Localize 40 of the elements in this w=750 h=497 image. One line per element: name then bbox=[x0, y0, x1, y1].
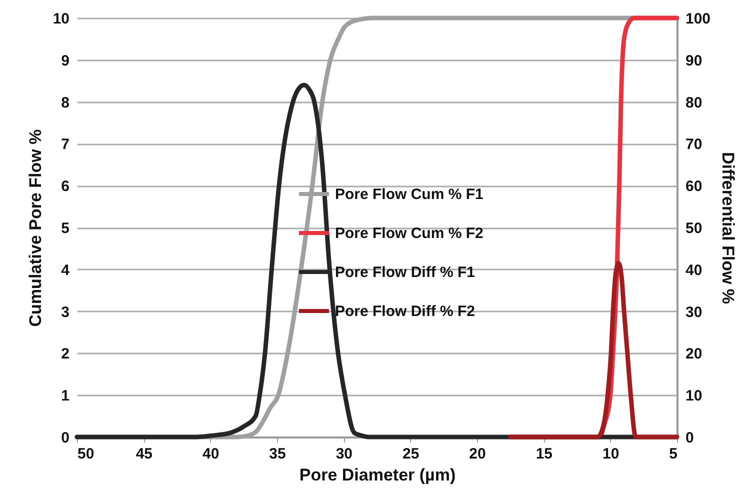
y-tick-label: 10 bbox=[52, 10, 70, 28]
legend-label: Pore Flow Cum % F1 bbox=[335, 186, 484, 204]
legend-label: Pore Flow Diff % F2 bbox=[335, 303, 476, 320]
y2-tick-label: 30 bbox=[686, 304, 702, 321]
x-tick-label: 25 bbox=[402, 446, 420, 462]
y2-tick-label: 20 bbox=[686, 346, 702, 363]
x-axis-title: Pore Diameter (µm) bbox=[299, 466, 456, 484]
y-tick-label: 5 bbox=[61, 220, 70, 237]
y2-tick-label: 10 bbox=[686, 388, 702, 405]
x-tick-label: 40 bbox=[202, 446, 220, 462]
y2-tick-label: 60 bbox=[686, 178, 702, 196]
legend-label: Pore Flow Cum % F2 bbox=[335, 225, 484, 242]
y2-tick-label: 50 bbox=[686, 220, 702, 237]
x-tick-label: 20 bbox=[469, 446, 486, 462]
y-tick-label: 2 bbox=[61, 346, 70, 363]
y-tick-label: 1 bbox=[61, 388, 70, 405]
y-tick-label: 9 bbox=[61, 52, 70, 70]
y-tick-label: 3 bbox=[61, 304, 70, 321]
legend-label: Pore Flow Diff % F1 bbox=[335, 264, 476, 282]
x-tick-label: 5 bbox=[669, 446, 678, 462]
y2-tick-label: 100 bbox=[686, 10, 711, 28]
y2-tick-label: 90 bbox=[686, 52, 702, 70]
x-tick-label: 35 bbox=[269, 446, 286, 462]
y2-tick-label: 0 bbox=[686, 430, 694, 446]
x-tick-label: 10 bbox=[602, 446, 620, 462]
line-series bbox=[508, 260, 680, 440]
y-tick-label: 0 bbox=[61, 430, 70, 446]
y-axis-title: Cumulative Pore Flow % bbox=[26, 129, 45, 327]
y-tick-label: 6 bbox=[61, 178, 70, 196]
y-tick-label: 7 bbox=[61, 136, 70, 154]
y2-tick-label: 70 bbox=[686, 136, 702, 154]
x-tick-label: 15 bbox=[536, 446, 553, 462]
y-tick-label: 4 bbox=[61, 262, 70, 279]
y2-axis-title: Differential Flow % bbox=[718, 152, 738, 304]
x-tick-label: 30 bbox=[336, 446, 353, 462]
y2-tick-label: 80 bbox=[686, 94, 702, 112]
y-tick-label: 8 bbox=[61, 94, 70, 112]
y2-tick-label: 40 bbox=[686, 262, 702, 279]
x-tick-label: 50 bbox=[78, 446, 94, 462]
x-tick-label: 45 bbox=[136, 446, 153, 462]
